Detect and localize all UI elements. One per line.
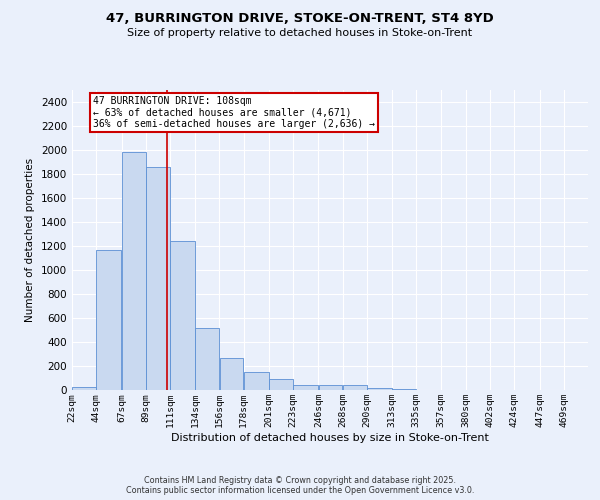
Bar bbox=[146, 167, 170, 390]
Bar bbox=[269, 379, 293, 390]
Bar bbox=[72, 387, 96, 390]
Bar bbox=[293, 384, 318, 390]
Text: Contains HM Land Registry data © Crown copyright and database right 2025.
Contai: Contains HM Land Registry data © Crown c… bbox=[126, 476, 474, 495]
Text: 47 BURRINGTON DRIVE: 108sqm
← 63% of detached houses are smaller (4,671)
36% of : 47 BURRINGTON DRIVE: 108sqm ← 63% of det… bbox=[92, 96, 374, 129]
Text: Size of property relative to detached houses in Stoke-on-Trent: Size of property relative to detached ho… bbox=[127, 28, 473, 38]
Bar bbox=[196, 328, 219, 390]
Y-axis label: Number of detached properties: Number of detached properties bbox=[25, 158, 35, 322]
Bar bbox=[244, 372, 269, 390]
Bar bbox=[122, 152, 146, 390]
Bar bbox=[170, 241, 195, 390]
Bar bbox=[392, 389, 416, 390]
Bar bbox=[220, 358, 244, 390]
X-axis label: Distribution of detached houses by size in Stoke-on-Trent: Distribution of detached houses by size … bbox=[171, 433, 489, 443]
Bar bbox=[97, 250, 121, 390]
Bar bbox=[319, 386, 343, 390]
Bar bbox=[367, 388, 392, 390]
Text: 47, BURRINGTON DRIVE, STOKE-ON-TRENT, ST4 8YD: 47, BURRINGTON DRIVE, STOKE-ON-TRENT, ST… bbox=[106, 12, 494, 26]
Bar bbox=[343, 386, 367, 390]
